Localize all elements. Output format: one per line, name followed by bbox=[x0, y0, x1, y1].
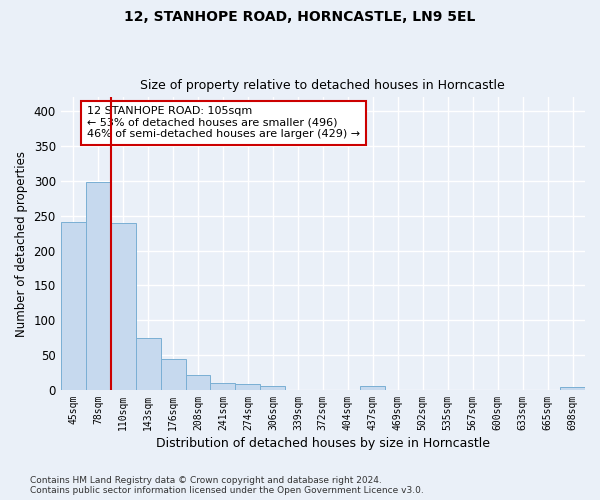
Bar bbox=[110, 224, 136, 390]
Bar bbox=[360, 386, 385, 390]
Bar bbox=[560, 387, 585, 390]
Bar bbox=[211, 383, 235, 390]
Bar bbox=[235, 384, 260, 390]
Text: 12, STANHOPE ROAD, HORNCASTLE, LN9 5EL: 12, STANHOPE ROAD, HORNCASTLE, LN9 5EL bbox=[124, 10, 476, 24]
Bar bbox=[260, 386, 286, 390]
Bar bbox=[136, 338, 161, 390]
Bar bbox=[61, 222, 86, 390]
Title: Size of property relative to detached houses in Horncastle: Size of property relative to detached ho… bbox=[140, 79, 505, 92]
X-axis label: Distribution of detached houses by size in Horncastle: Distribution of detached houses by size … bbox=[156, 437, 490, 450]
Bar bbox=[161, 358, 185, 390]
Text: 12 STANHOPE ROAD: 105sqm
← 53% of detached houses are smaller (496)
46% of semi-: 12 STANHOPE ROAD: 105sqm ← 53% of detach… bbox=[87, 106, 360, 140]
Bar bbox=[185, 376, 211, 390]
Text: Contains HM Land Registry data © Crown copyright and database right 2024.
Contai: Contains HM Land Registry data © Crown c… bbox=[30, 476, 424, 495]
Y-axis label: Number of detached properties: Number of detached properties bbox=[15, 150, 28, 336]
Bar bbox=[86, 182, 110, 390]
